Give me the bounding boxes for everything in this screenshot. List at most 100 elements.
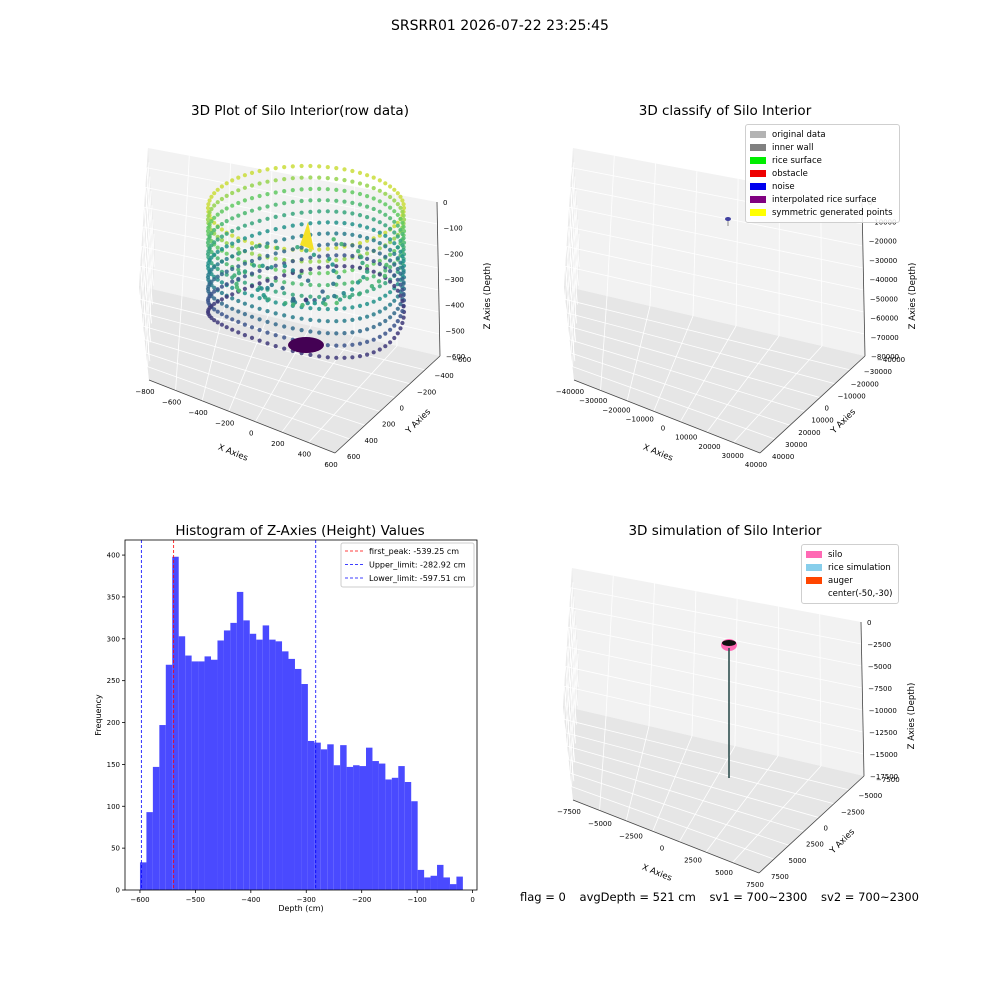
raw-point	[230, 241, 235, 246]
simulation-y-tick-label: 0	[824, 825, 828, 833]
raw-point	[342, 221, 347, 226]
raw-point	[215, 249, 220, 254]
raw-point	[342, 253, 347, 258]
raw-point	[342, 355, 347, 360]
raw-point	[212, 191, 217, 196]
histogram-bar	[165, 664, 173, 890]
raw-point	[273, 322, 278, 327]
raw-y-tick-label: −200	[417, 388, 436, 396]
raw-point	[215, 299, 220, 304]
histogram-bar	[262, 625, 270, 890]
raw-point	[273, 166, 278, 171]
raw-point	[215, 187, 220, 192]
simulation-grid-z	[569, 607, 862, 667]
histogram-bar	[449, 884, 457, 890]
classify-y-tick-label: 0	[825, 405, 829, 413]
classify-grid-z	[567, 226, 864, 291]
classify-z-axis-line	[861, 201, 866, 357]
raw-point	[342, 256, 347, 262]
raw-point	[377, 178, 382, 183]
raw-point	[383, 181, 388, 186]
classify-legend-label: symmetric generated points	[772, 207, 893, 218]
raw-point	[357, 316, 363, 321]
raw-point	[209, 206, 214, 212]
raw-point	[303, 297, 309, 303]
raw-point	[325, 264, 330, 269]
raw-point	[282, 257, 287, 263]
histogram-bar	[294, 668, 302, 890]
raw-point	[317, 231, 322, 236]
raw-point	[236, 288, 242, 293]
raw-point	[350, 232, 355, 237]
raw-point	[257, 274, 262, 279]
raw-point	[290, 211, 295, 216]
raw-point	[349, 287, 355, 292]
raw-point	[342, 264, 347, 269]
simulation-legend-label: rice simulation	[828, 562, 891, 573]
raw-point	[334, 355, 339, 360]
classify-x-axis-line	[573, 379, 761, 454]
classify-grid-y	[571, 352, 791, 426]
raw-point	[249, 208, 255, 213]
raw-z-tick-label: −600	[446, 353, 465, 361]
raw-point	[230, 296, 235, 301]
histogram-bar	[236, 591, 244, 890]
raw-point	[273, 178, 278, 183]
raw-point	[312, 301, 317, 306]
raw-point	[273, 300, 278, 305]
raw-point	[209, 219, 214, 224]
raw-point	[350, 253, 355, 259]
raw-pane-2	[139, 286, 440, 453]
raw-point	[395, 212, 400, 217]
classify-grid-x	[653, 315, 694, 412]
raw-point	[357, 191, 363, 197]
raw-point	[334, 306, 339, 312]
raw-point	[282, 249, 287, 254]
classify-x-tick-label: −20000	[602, 406, 630, 414]
raw-point	[282, 177, 287, 182]
raw-point	[236, 257, 241, 262]
raw-point	[308, 175, 313, 180]
raw-point	[325, 198, 330, 203]
raw-point	[282, 346, 287, 351]
raw-point	[350, 305, 355, 310]
raw-point	[215, 212, 220, 217]
raw-point	[392, 209, 397, 214]
raw-point	[395, 288, 400, 293]
raw-point	[209, 255, 214, 260]
raw-point	[388, 269, 393, 274]
raw-point	[342, 331, 347, 336]
simulation-grid-x	[652, 735, 693, 832]
histogram-bar	[288, 658, 295, 890]
raw-x-tick-label: 400	[298, 451, 311, 459]
raw-point	[342, 343, 347, 348]
raw-point	[334, 166, 339, 171]
raw-point	[215, 245, 220, 250]
raw-point	[273, 311, 278, 316]
simulation-grid-y	[569, 639, 578, 774]
raw-point	[325, 187, 330, 192]
raw-grid-y	[146, 352, 366, 426]
raw-point	[283, 301, 288, 306]
raw-point	[395, 306, 400, 311]
classify-z-tick-label: −20000	[869, 238, 897, 246]
classify-y-tick-label: −10000	[838, 392, 866, 400]
simulation-grid-x	[732, 765, 822, 863]
raw-point	[388, 265, 393, 270]
simulation-grid-y	[571, 786, 775, 860]
raw-point	[215, 200, 220, 205]
simulation-pane-0	[563, 568, 864, 776]
raw-point	[209, 243, 214, 248]
raw-point	[257, 338, 262, 343]
raw-point	[325, 319, 330, 324]
raw-point	[219, 312, 224, 317]
raw-point	[377, 261, 382, 267]
raw-point	[249, 293, 255, 298]
raw-point	[377, 296, 382, 301]
raw-point	[295, 245, 300, 250]
raw-point	[401, 304, 406, 309]
raw-y-tick-label: 400	[365, 437, 378, 445]
raw-point	[400, 209, 405, 214]
raw-point	[388, 315, 393, 320]
raw-point	[230, 190, 235, 196]
